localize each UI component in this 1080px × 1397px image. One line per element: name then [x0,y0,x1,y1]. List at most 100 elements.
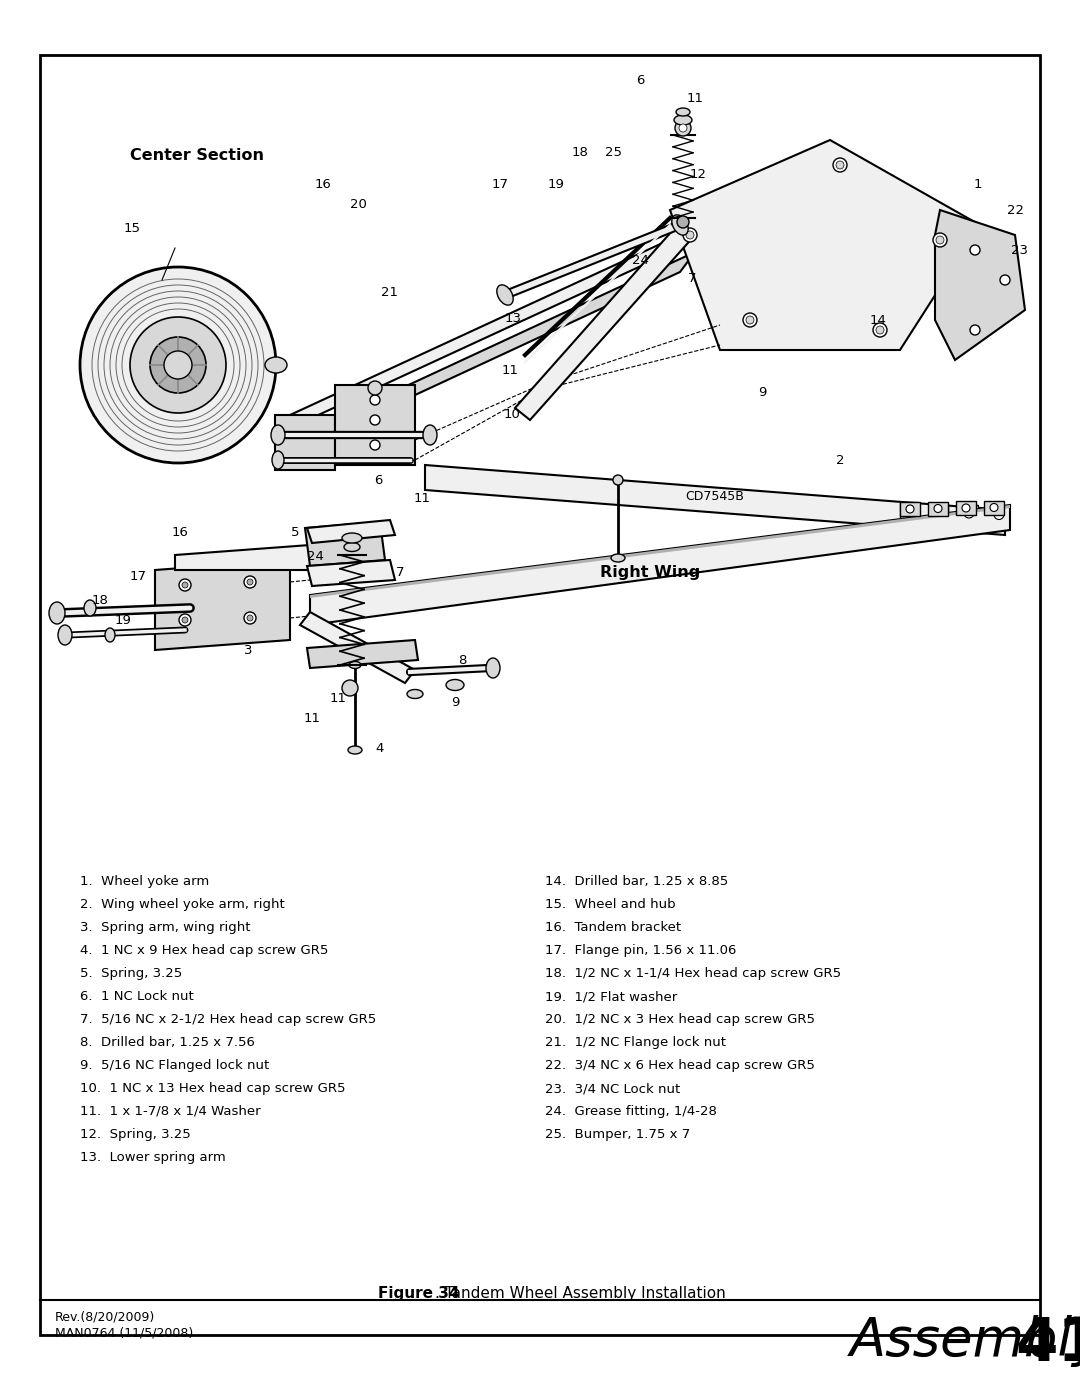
Polygon shape [275,415,335,469]
Text: 8: 8 [458,654,467,666]
Ellipse shape [497,285,513,305]
Text: 9.  5/16 NC Flanged lock nut: 9. 5/16 NC Flanged lock nut [80,1059,269,1071]
Text: 25.  Bumper, 1.75 x 7: 25. Bumper, 1.75 x 7 [545,1127,690,1141]
Text: 15.  Wheel and hub: 15. Wheel and hub [545,898,676,911]
Bar [984,500,1004,514]
Text: 12.  Spring, 3.25: 12. Spring, 3.25 [80,1127,191,1141]
Ellipse shape [676,108,690,116]
Polygon shape [935,210,1025,360]
Circle shape [370,395,380,405]
Polygon shape [307,560,395,585]
Text: Rev.(8/20/2009): Rev.(8/20/2009) [55,1310,156,1323]
Text: 2.  Wing wheel yoke arm, right: 2. Wing wheel yoke arm, right [80,898,285,911]
Text: 8.  Drilled bar, 1.25 x 7.56: 8. Drilled bar, 1.25 x 7.56 [80,1037,255,1049]
Text: 22: 22 [1007,204,1024,217]
Ellipse shape [345,542,360,552]
Ellipse shape [265,358,287,373]
Polygon shape [300,612,415,683]
Text: Assembly: Assembly [850,1315,1080,1368]
Text: 6: 6 [636,74,644,87]
Circle shape [179,615,191,626]
Circle shape [244,576,256,588]
Text: 10: 10 [503,408,521,422]
Text: 16.  Tandem bracket: 16. Tandem bracket [545,921,681,935]
Circle shape [247,578,253,585]
Ellipse shape [272,451,284,469]
Text: 17: 17 [491,179,509,191]
Text: 6: 6 [374,474,382,486]
Circle shape [873,323,887,337]
Bar [900,502,918,518]
Text: 21: 21 [381,286,399,299]
Circle shape [994,510,1004,520]
Text: 13.  Lower spring arm: 13. Lower spring arm [80,1151,226,1164]
Text: 3: 3 [244,644,253,657]
Text: 20.  1/2 NC x 3 Hex head cap screw GR5: 20. 1/2 NC x 3 Hex head cap screw GR5 [545,1013,815,1025]
Bar [928,502,948,515]
Circle shape [677,217,689,228]
Circle shape [934,507,944,517]
Text: 6.  1 NC Lock nut: 6. 1 NC Lock nut [80,990,193,1003]
Text: 14.  Drilled bar, 1.25 x 8.85: 14. Drilled bar, 1.25 x 8.85 [545,875,728,888]
Ellipse shape [348,746,362,754]
Circle shape [934,504,942,513]
Text: 41: 41 [1015,1315,1080,1375]
Text: 9: 9 [450,696,459,708]
Text: 4: 4 [376,742,384,754]
Text: 13: 13 [504,312,522,324]
Circle shape [183,583,188,588]
Polygon shape [156,560,291,650]
Circle shape [836,161,843,169]
Circle shape [743,313,757,327]
Circle shape [130,317,226,414]
Circle shape [342,680,357,696]
Text: 24: 24 [307,549,323,563]
Polygon shape [310,504,1010,598]
Ellipse shape [84,599,96,616]
Circle shape [675,120,691,136]
Text: MAN0764 (11/5/2008): MAN0764 (11/5/2008) [55,1326,193,1338]
Circle shape [686,231,694,239]
Text: 12: 12 [689,169,706,182]
Circle shape [936,236,944,244]
Text: 7: 7 [688,271,697,285]
Text: 19: 19 [114,615,132,627]
Text: 1: 1 [974,179,982,191]
Text: 10.  1 NC x 13 Hex head cap screw GR5: 10. 1 NC x 13 Hex head cap screw GR5 [80,1083,346,1095]
Polygon shape [275,251,696,460]
Circle shape [1000,275,1010,285]
Text: 9: 9 [758,387,766,400]
Text: 20: 20 [350,198,366,211]
Text: Figure 34: Figure 34 [378,1287,459,1301]
Text: 7: 7 [395,566,404,578]
Ellipse shape [271,425,285,446]
Circle shape [80,267,276,462]
Text: 19.  1/2 Flat washer: 19. 1/2 Flat washer [545,990,677,1003]
Text: 24: 24 [632,253,648,267]
Circle shape [990,503,998,511]
Circle shape [970,326,980,335]
Ellipse shape [49,602,65,624]
Text: 17: 17 [130,570,147,583]
Text: Center Section: Center Section [130,148,264,163]
Text: 5.  Spring, 3.25: 5. Spring, 3.25 [80,967,183,981]
Polygon shape [175,545,310,570]
Polygon shape [307,520,395,543]
Text: 7.  5/16 NC x 2-1/2 Hex head cap screw GR5: 7. 5/16 NC x 2-1/2 Hex head cap screw GR… [80,1013,376,1025]
Circle shape [962,504,970,511]
Circle shape [683,228,697,242]
Text: 5: 5 [291,525,299,538]
Text: 11: 11 [329,692,347,704]
Text: 18: 18 [571,145,589,158]
Circle shape [183,617,188,623]
Ellipse shape [349,662,361,669]
Text: 3.  Spring arm, wing right: 3. Spring arm, wing right [80,921,251,935]
Ellipse shape [446,679,464,690]
Circle shape [179,578,191,591]
Text: 11: 11 [687,91,703,105]
Text: 16: 16 [172,525,188,538]
Ellipse shape [407,690,423,698]
Text: Right Wing: Right Wing [600,564,700,580]
Ellipse shape [342,534,362,543]
Circle shape [833,158,847,172]
